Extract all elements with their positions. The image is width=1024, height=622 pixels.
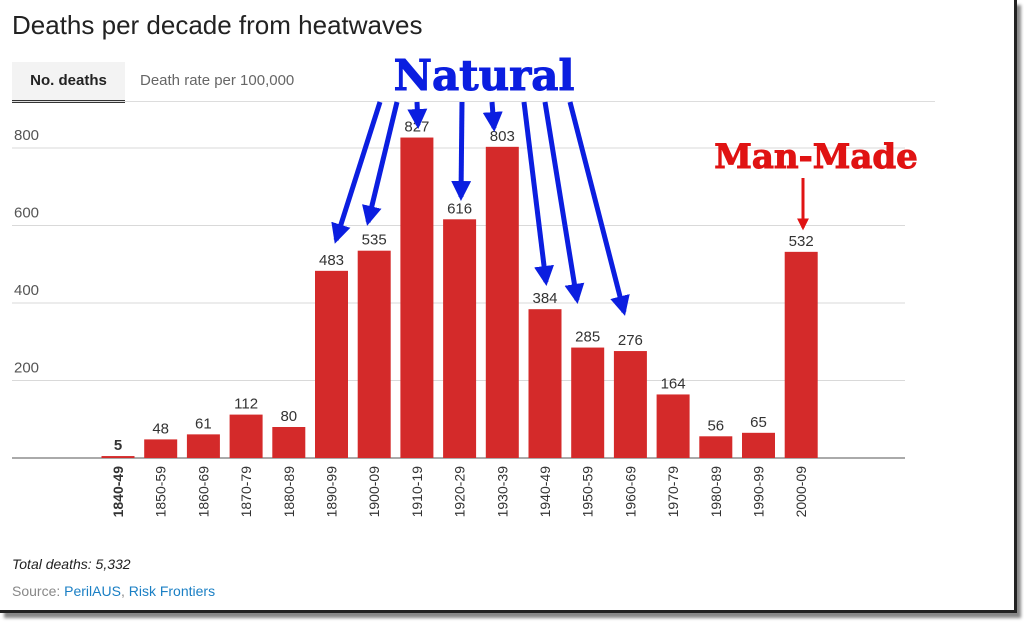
bar <box>528 309 562 458</box>
x-tick-label: 1880-89 <box>281 466 297 518</box>
y-tick-label: 600 <box>14 205 39 222</box>
bar-value-label: 532 <box>789 233 814 250</box>
total-deaths-note: Total deaths: 5,332 <box>12 556 131 572</box>
bar <box>101 456 135 458</box>
chart-title: Deaths per decade from heatwaves <box>12 10 423 40</box>
bar <box>315 270 348 458</box>
bar-value-label: 483 <box>319 252 344 269</box>
y-tick-label: 800 <box>14 127 39 144</box>
bar-value-label: 65 <box>750 414 767 431</box>
bar <box>485 146 519 458</box>
natural-arrow <box>331 101 383 244</box>
bar <box>656 394 690 458</box>
bar-value-label: 616 <box>447 200 472 217</box>
natural-arrow <box>542 101 585 304</box>
bar <box>144 439 178 458</box>
bar-value-label: 56 <box>707 417 724 434</box>
natural-arrow <box>451 101 472 201</box>
y-tick-label: 200 <box>14 360 39 377</box>
bar-value-label: 61 <box>195 415 212 432</box>
x-tick-label: 1930-39 <box>494 466 510 518</box>
source-separator: , <box>120 583 129 599</box>
bar <box>186 434 220 458</box>
bar-value-label: 384 <box>532 290 557 307</box>
x-tick-label: 1960-69 <box>622 466 638 518</box>
bar <box>272 427 306 458</box>
tab-underline <box>12 101 935 102</box>
bar-value-label: 48 <box>152 420 169 437</box>
natural-arrow <box>482 101 503 132</box>
x-tick-label: 1870-79 <box>238 466 254 518</box>
x-tick-label: 1990-99 <box>751 466 767 518</box>
x-tick-label: 1940-49 <box>537 466 553 518</box>
x-tick-label: 1890-99 <box>324 466 340 518</box>
x-tick-label: 1850-59 <box>153 466 169 518</box>
x-tick-label: 1900-09 <box>366 466 382 518</box>
x-tick-label: 1860-69 <box>195 466 211 518</box>
bar <box>229 414 263 458</box>
natural-arrow <box>362 101 400 226</box>
bar-chart: 200 400 600 800 5 1840-49 48 1850-59 61 1860-69 1… <box>12 51 918 518</box>
bar-value-label: 164 <box>661 375 686 392</box>
bar-value-label: 276 <box>618 332 643 349</box>
bar-value-label: 5 <box>114 437 122 454</box>
bar <box>357 250 391 458</box>
bar <box>699 436 733 458</box>
tab-death-rate[interactable]: Death rate per 100,000 <box>140 72 295 89</box>
natural-annotation: Natural <box>394 51 575 100</box>
bar-value-label: 285 <box>575 329 600 346</box>
bar <box>613 351 647 458</box>
white-patch <box>935 5 999 171</box>
source-prefix: Source: <box>12 583 65 599</box>
bar <box>400 137 434 458</box>
x-tick-label: 1920-29 <box>452 466 468 518</box>
source-link-perilaus[interactable]: PerilAUS <box>64 583 121 599</box>
bar-value-label: 803 <box>490 128 515 145</box>
x-tick-label: 1840-49 <box>110 466 126 518</box>
bar-value-label: 80 <box>280 408 297 425</box>
bar <box>742 432 775 458</box>
natural-arrow <box>407 101 428 129</box>
man-made-annotation: Man-Made <box>714 137 918 177</box>
natural-arrow <box>521 101 554 286</box>
bar-value-label: 535 <box>362 232 387 249</box>
x-tick-label: 2000-09 <box>793 466 809 518</box>
natural-arrow <box>567 101 630 316</box>
bar-value-label: 112 <box>234 396 258 413</box>
bar <box>784 251 818 458</box>
x-tick-label: 1980-89 <box>708 466 724 518</box>
source-line: Source: PerilAUS, Risk Frontiers <box>12 583 215 599</box>
source-link-risk-frontiers[interactable]: Risk Frontiers <box>128 583 216 599</box>
bar <box>443 219 477 458</box>
x-tick-label: 1970-79 <box>665 466 681 518</box>
x-tick-label: 1910-19 <box>409 466 425 518</box>
y-tick-label: 400 <box>14 282 39 299</box>
bar <box>571 347 605 458</box>
x-tick-label: 1950-59 <box>580 466 596 518</box>
